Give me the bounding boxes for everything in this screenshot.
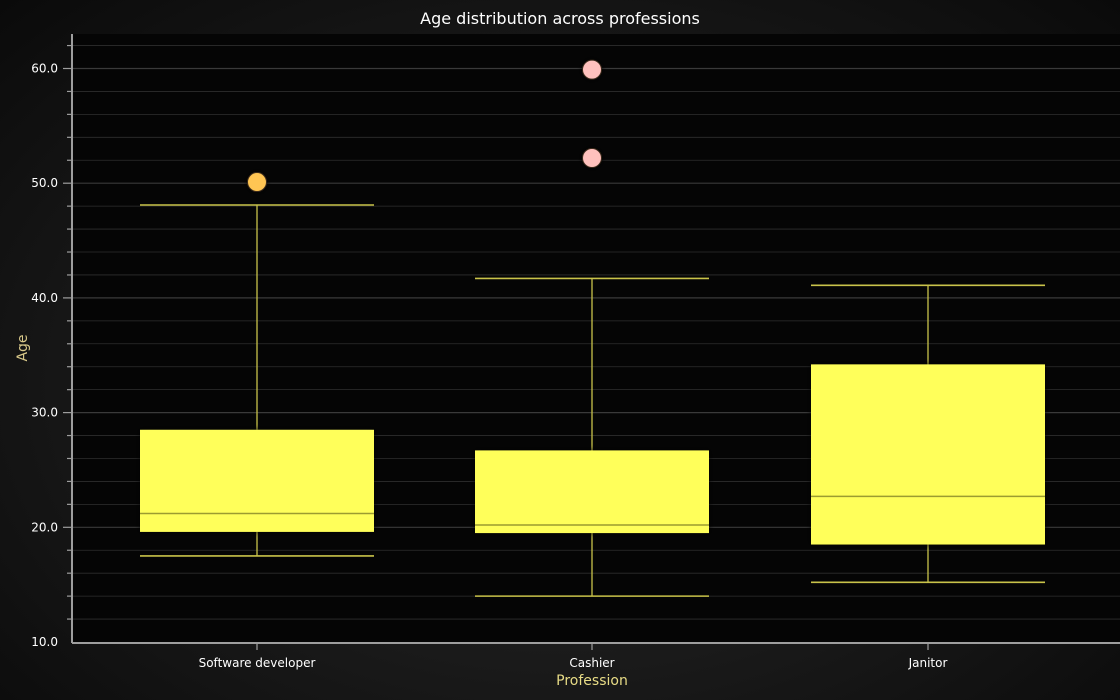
x-tick-label: Cashier — [569, 656, 614, 670]
x-tick-label: Software developer — [199, 656, 316, 670]
box-group — [140, 172, 374, 557]
y-axis-title: Age — [15, 334, 31, 361]
outlier-point — [582, 147, 602, 168]
box-group — [811, 284, 1045, 584]
y-tick-label: 30.0 — [31, 406, 58, 420]
outlier-point — [247, 172, 267, 193]
plot-area — [72, 34, 1120, 644]
y-tick-label: 60.0 — [31, 62, 58, 76]
outlier-point — [582, 59, 602, 80]
y-tick-label: 40.0 — [31, 291, 58, 305]
box — [140, 429, 374, 532]
x-tick-label: Janitor — [908, 656, 948, 670]
y-tick-label: 20.0 — [31, 520, 58, 534]
box — [475, 450, 709, 534]
boxes — [140, 59, 1045, 597]
y-tick-label: 10.0 — [31, 635, 58, 649]
axes: 10.0 20.0 30.0 40.0 50.0 60.0 Software develop… — [31, 34, 1120, 670]
chart-title: Age distribution across professions — [420, 9, 700, 28]
x-axis-title: Profession — [556, 673, 628, 689]
y-tick-label: 50.0 — [31, 176, 58, 190]
box — [811, 364, 1045, 545]
box-group — [475, 59, 709, 597]
